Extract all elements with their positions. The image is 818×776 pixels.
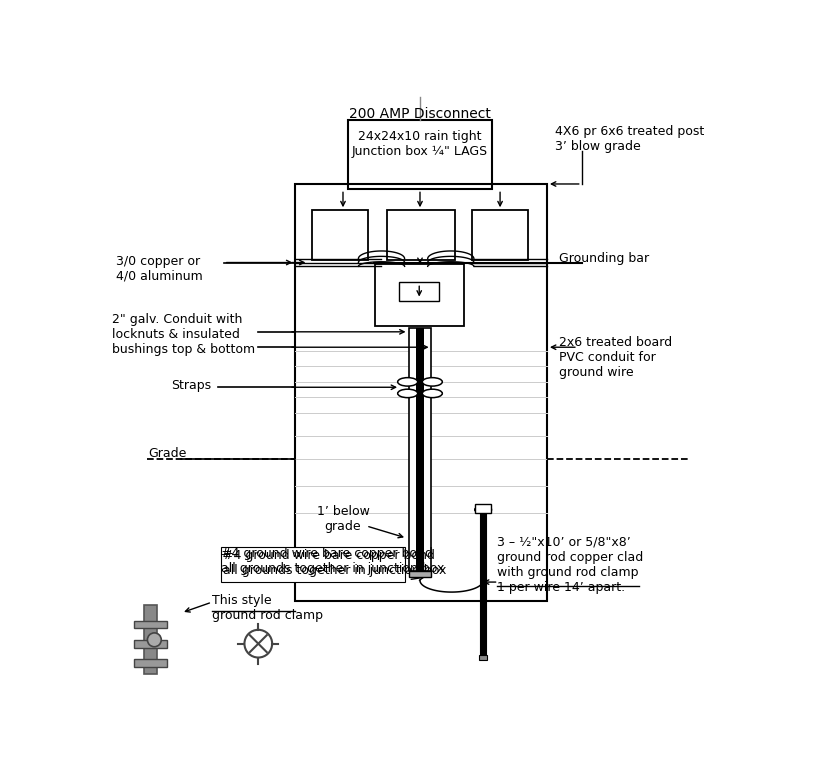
Ellipse shape [422, 390, 443, 397]
Text: #4 ground wire bare copper bond
all grounds together in junction box: #4 ground wire bare copper bond all grou… [222, 547, 445, 576]
Bar [375, 264, 464, 326]
Bar [133, 659, 168, 667]
Text: #4 ground wire bare copper bond
all grounds together in junction box: #4 ground wire bare copper bond all grou… [222, 549, 447, 577]
Circle shape [245, 630, 272, 657]
Text: 4X6 pr 6x6 treated post
3’ blow grade: 4X6 pr 6x6 treated post 3’ blow grade [555, 126, 704, 154]
Bar [481, 510, 485, 519]
Bar [144, 605, 157, 674]
Bar [387, 210, 455, 260]
Bar [472, 210, 528, 260]
Text: 2" galv. Conduit with
locknuts & insulated
bushings top & bottom: 2" galv. Conduit with locknuts & insulat… [112, 313, 255, 355]
Text: 24x24x10 rain tight
Junction box ¼" LAGS: 24x24x10 rain tight Junction box ¼" LAGS [352, 130, 488, 158]
Bar [409, 570, 431, 577]
Text: Straps: Straps [171, 379, 211, 392]
Bar [312, 210, 368, 260]
Bar [480, 513, 486, 655]
Ellipse shape [398, 378, 418, 386]
Text: 1’ below
grade: 1’ below grade [317, 505, 370, 533]
Text: 3 – ½"x10’ or 5/8"x8’
ground rod copper clad
with ground rod clamp
1 per wire 14: 3 – ½"x10’ or 5/8"x8’ ground rod copper … [497, 536, 643, 594]
Circle shape [147, 633, 161, 646]
Text: 200 AMP Disconnect: 200 AMP Disconnect [349, 107, 491, 121]
Text: This style
ground rod clamp: This style ground rod clamp [212, 594, 323, 622]
Bar [133, 621, 168, 629]
Bar [222, 547, 405, 582]
Bar [133, 640, 168, 647]
Text: 2x6 treated board
PVC conduit for
ground wire: 2x6 treated board PVC conduit for ground… [559, 336, 672, 379]
Bar [416, 328, 424, 570]
Bar [409, 328, 431, 570]
Bar [479, 655, 487, 660]
Bar [348, 120, 492, 189]
Ellipse shape [398, 390, 418, 397]
Ellipse shape [474, 506, 492, 514]
Ellipse shape [422, 378, 443, 386]
Bar [295, 184, 547, 601]
Text: Grade: Grade [148, 447, 187, 460]
Text: 3/0 copper or
4/0 aluminum: 3/0 copper or 4/0 aluminum [116, 255, 203, 282]
Bar [399, 282, 439, 301]
Bar [475, 504, 491, 513]
Text: Grounding bar: Grounding bar [559, 252, 649, 265]
